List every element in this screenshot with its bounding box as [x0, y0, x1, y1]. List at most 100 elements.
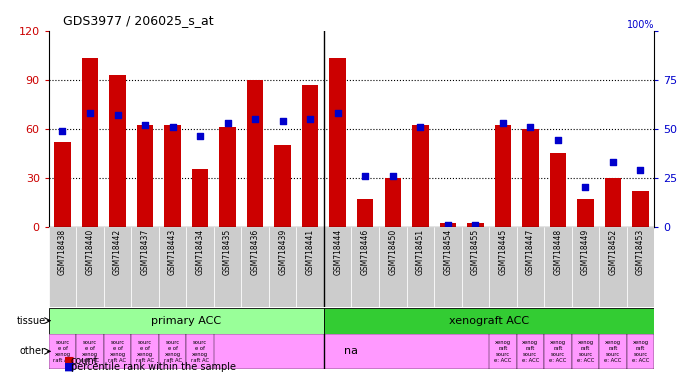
Bar: [599, 227, 626, 307]
Text: GSM718435: GSM718435: [223, 229, 232, 275]
Bar: [302, 84, 319, 227]
Text: ■: ■: [64, 362, 74, 372]
Bar: [77, 227, 104, 307]
Bar: [132, 334, 159, 369]
Bar: [626, 334, 654, 369]
Text: GSM718451: GSM718451: [416, 229, 425, 275]
Text: GDS3977 / 206025_s_at: GDS3977 / 206025_s_at: [63, 14, 213, 27]
Bar: [571, 334, 599, 369]
Bar: [269, 227, 296, 307]
Text: GSM718445: GSM718445: [498, 229, 507, 275]
Text: count: count: [71, 356, 99, 366]
Bar: [164, 126, 181, 227]
Text: sourc
e of
xenog
raft AC: sourc e of xenog raft AC: [81, 340, 99, 362]
Text: GSM718448: GSM718448: [553, 229, 562, 275]
Text: tissue: tissue: [17, 316, 46, 326]
Point: [195, 133, 206, 139]
Point: [497, 120, 508, 126]
Text: GSM718437: GSM718437: [141, 229, 150, 275]
Bar: [137, 126, 153, 227]
Point: [167, 124, 178, 130]
Bar: [104, 227, 132, 307]
Bar: [219, 127, 236, 227]
Point: [415, 124, 426, 130]
Bar: [49, 334, 77, 369]
Text: GSM718446: GSM718446: [361, 229, 370, 275]
Bar: [379, 227, 406, 307]
Text: GSM718436: GSM718436: [251, 229, 260, 275]
Bar: [599, 334, 626, 369]
Bar: [544, 227, 571, 307]
Text: GSM718440: GSM718440: [86, 229, 95, 275]
Bar: [516, 227, 544, 307]
Bar: [192, 169, 208, 227]
Text: xenog
raft
sourc
e: ACC: xenog raft sourc e: ACC: [632, 340, 649, 362]
Text: xenog
raft
sourc
e: ACC: xenog raft sourc e: ACC: [549, 340, 567, 362]
Point: [250, 116, 261, 122]
Bar: [571, 227, 599, 307]
Text: GSM718449: GSM718449: [581, 229, 590, 275]
Text: sourc
e of
xenog
raft AC: sourc e of xenog raft AC: [136, 340, 154, 362]
Text: xenog
raft
sourc
e: ACC: xenog raft sourc e: ACC: [522, 340, 539, 362]
Text: ■: ■: [64, 356, 74, 366]
Text: GSM718434: GSM718434: [196, 229, 205, 275]
Bar: [357, 199, 374, 227]
Text: na: na: [345, 346, 358, 356]
Point: [57, 127, 68, 134]
Bar: [242, 227, 269, 307]
Bar: [495, 126, 511, 227]
Bar: [49, 227, 77, 307]
Text: percentile rank within the sample: percentile rank within the sample: [71, 362, 236, 372]
Text: 100%: 100%: [626, 20, 654, 30]
Bar: [104, 334, 132, 369]
Text: sourc
e of
xenog
raft AC: sourc e of xenog raft AC: [54, 340, 72, 362]
Point: [470, 222, 481, 228]
Bar: [187, 227, 214, 307]
Point: [332, 110, 343, 116]
Text: GSM718455: GSM718455: [470, 229, 480, 275]
Bar: [351, 227, 379, 307]
Bar: [329, 58, 346, 227]
Bar: [516, 334, 544, 369]
Text: GSM718452: GSM718452: [608, 229, 617, 275]
Text: xenog
raft
sourc
e: ACC: xenog raft sourc e: ACC: [577, 340, 594, 362]
Point: [277, 118, 288, 124]
Text: GSM718447: GSM718447: [526, 229, 535, 275]
Bar: [49, 308, 324, 334]
Bar: [467, 223, 484, 227]
Bar: [461, 227, 489, 307]
Text: other: other: [20, 346, 46, 356]
Text: GSM718450: GSM718450: [388, 229, 397, 275]
Text: GSM718441: GSM718441: [306, 229, 315, 275]
Bar: [109, 75, 126, 227]
Point: [525, 124, 536, 130]
Text: xenograft ACC: xenograft ACC: [449, 316, 529, 326]
Bar: [384, 178, 401, 227]
Point: [553, 137, 564, 144]
Bar: [324, 308, 654, 334]
Bar: [550, 153, 566, 227]
Point: [608, 159, 619, 165]
Text: GSM718443: GSM718443: [168, 229, 177, 275]
Text: primary ACC: primary ACC: [151, 316, 221, 326]
Point: [360, 172, 371, 179]
Bar: [489, 227, 516, 307]
Point: [305, 116, 316, 122]
Bar: [132, 227, 159, 307]
Text: sourc
e of
xenog
raft AC: sourc e of xenog raft AC: [191, 340, 209, 362]
Bar: [406, 227, 434, 307]
Text: GSM718442: GSM718442: [113, 229, 122, 275]
Bar: [489, 334, 516, 369]
Bar: [54, 142, 71, 227]
Bar: [187, 334, 214, 369]
Text: GSM718453: GSM718453: [636, 229, 645, 275]
Bar: [159, 334, 187, 369]
Point: [387, 172, 398, 179]
Bar: [214, 227, 242, 307]
Point: [139, 122, 150, 128]
Text: GSM718454: GSM718454: [443, 229, 452, 275]
Bar: [159, 227, 187, 307]
Text: sourc
e of
xenog
raft AC: sourc e of xenog raft AC: [164, 340, 182, 362]
Point: [84, 110, 95, 116]
Bar: [274, 145, 291, 227]
